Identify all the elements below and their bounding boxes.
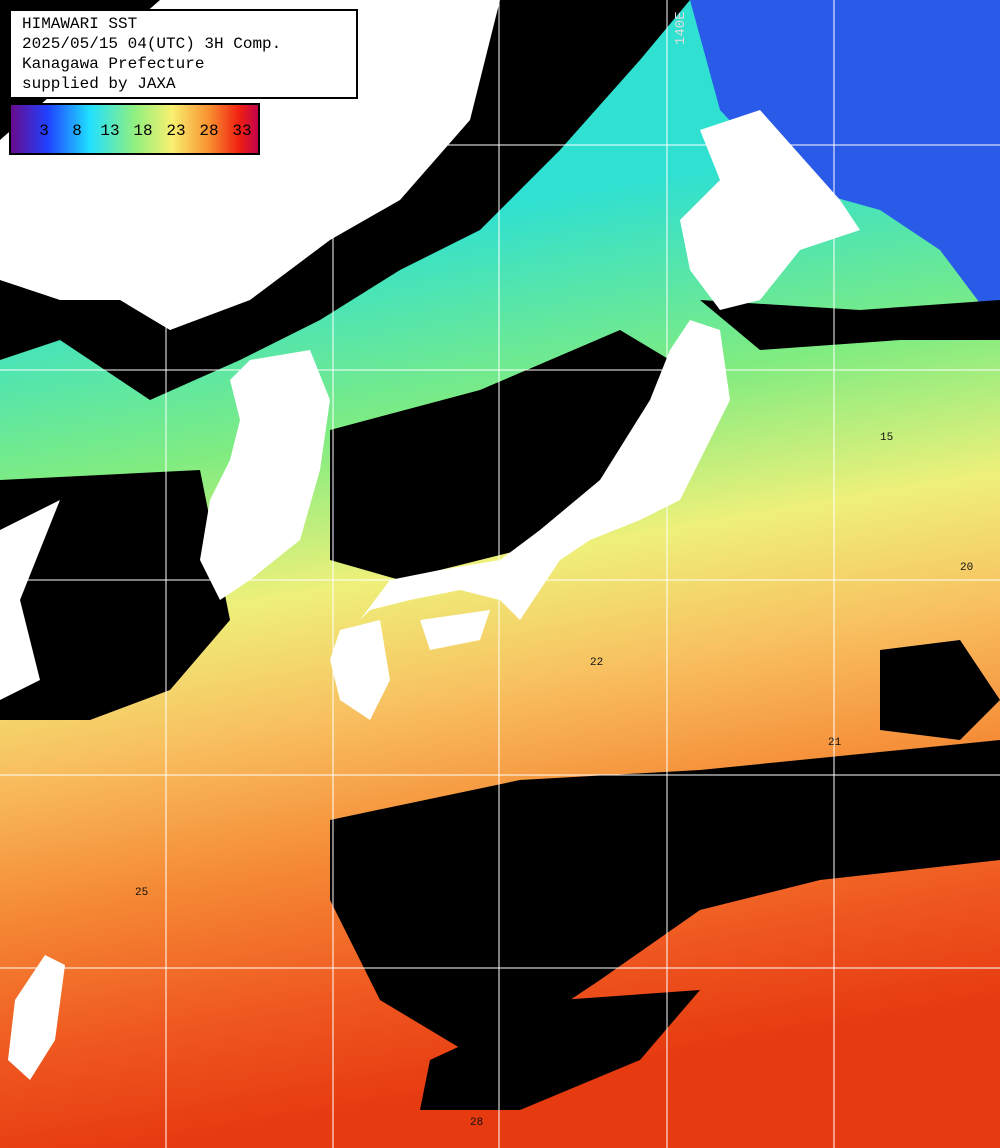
land <box>8 955 65 1080</box>
colorbar-label: 3 <box>39 122 49 140</box>
contour-label: 21 <box>828 737 842 749</box>
cold-water <box>690 0 1000 330</box>
land <box>0 500 60 700</box>
contour-label: 15 <box>880 432 893 444</box>
header-line: 2025/05/15 04(UTC) 3H Comp. <box>22 35 281 53</box>
contour-label: 25 <box>135 887 148 899</box>
header-line: supplied by JAXA <box>22 75 176 93</box>
land <box>420 610 490 650</box>
cloud-mask <box>420 990 700 1110</box>
land <box>680 110 860 310</box>
land <box>200 350 330 600</box>
colorbar-label: 8 <box>72 122 82 140</box>
cloud-mask <box>880 640 1000 740</box>
colorbar-label: 28 <box>199 122 218 140</box>
contour-label: 20 <box>960 562 973 574</box>
colorbar-label: 33 <box>232 122 251 140</box>
colorbar-label: 23 <box>166 122 185 140</box>
header-line: Kanagawa Prefecture <box>22 55 204 73</box>
cloud-mask <box>330 740 1000 1060</box>
cloud-mask <box>0 470 230 720</box>
lon-label: 140E <box>673 11 689 45</box>
land <box>330 620 390 720</box>
contour-label: 22 <box>590 657 603 669</box>
colorbar <box>9 103 260 155</box>
cloud-mask <box>700 300 1000 350</box>
header-box <box>9 9 358 99</box>
header-line: HIMAWARI SST <box>22 15 137 33</box>
colorbar-label: 13 <box>100 122 119 140</box>
header: HIMAWARI SST 2025/05/15 04(UTC) 3H Comp. K… <box>22 15 281 93</box>
colorbar-labels: 3 8 13 18 23 28 33 <box>39 122 251 140</box>
contour-labels: 22 21 20 25 28 15 <box>135 432 973 1129</box>
land <box>360 320 730 620</box>
colorbar-label: 18 <box>133 122 152 140</box>
contour-label: 28 <box>470 1117 483 1129</box>
